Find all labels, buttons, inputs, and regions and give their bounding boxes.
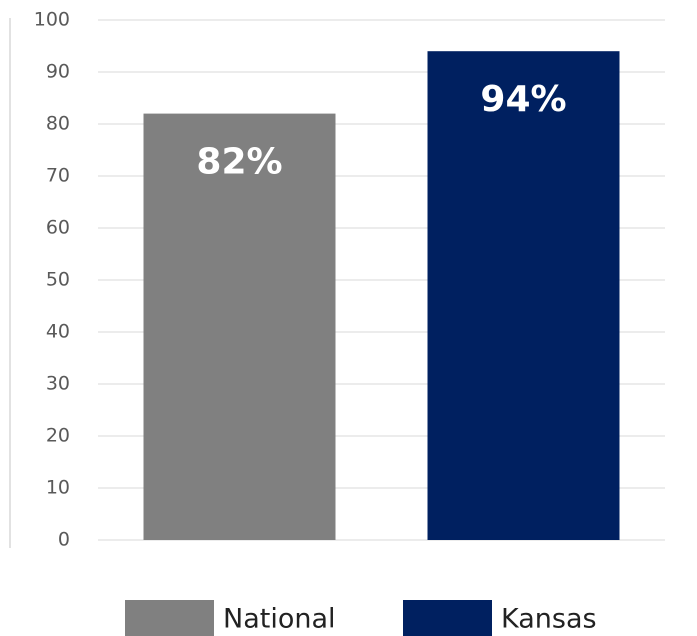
legend-label: Kansas bbox=[501, 604, 597, 635]
y-tick-label: 60 bbox=[46, 217, 70, 239]
y-tick-label: 10 bbox=[46, 477, 70, 499]
y-tick-label: 40 bbox=[46, 321, 70, 343]
y-tick-label: 100 bbox=[34, 9, 70, 31]
y-tick-label: 80 bbox=[46, 113, 70, 135]
data-label: 82% bbox=[196, 142, 282, 183]
y-tick-label: 90 bbox=[46, 61, 70, 83]
bar bbox=[427, 51, 620, 540]
y-tick-label: 20 bbox=[46, 425, 70, 447]
y-tick-label: 0 bbox=[58, 529, 70, 551]
legend-label: National bbox=[223, 604, 336, 635]
legend-swatch bbox=[403, 600, 492, 636]
legend-swatch bbox=[125, 600, 214, 636]
y-tick-label: 50 bbox=[46, 269, 70, 291]
data-label: 94% bbox=[480, 79, 566, 120]
y-tick-label: 70 bbox=[46, 165, 70, 187]
y-tick-label: 30 bbox=[46, 373, 70, 395]
bar bbox=[143, 113, 336, 540]
